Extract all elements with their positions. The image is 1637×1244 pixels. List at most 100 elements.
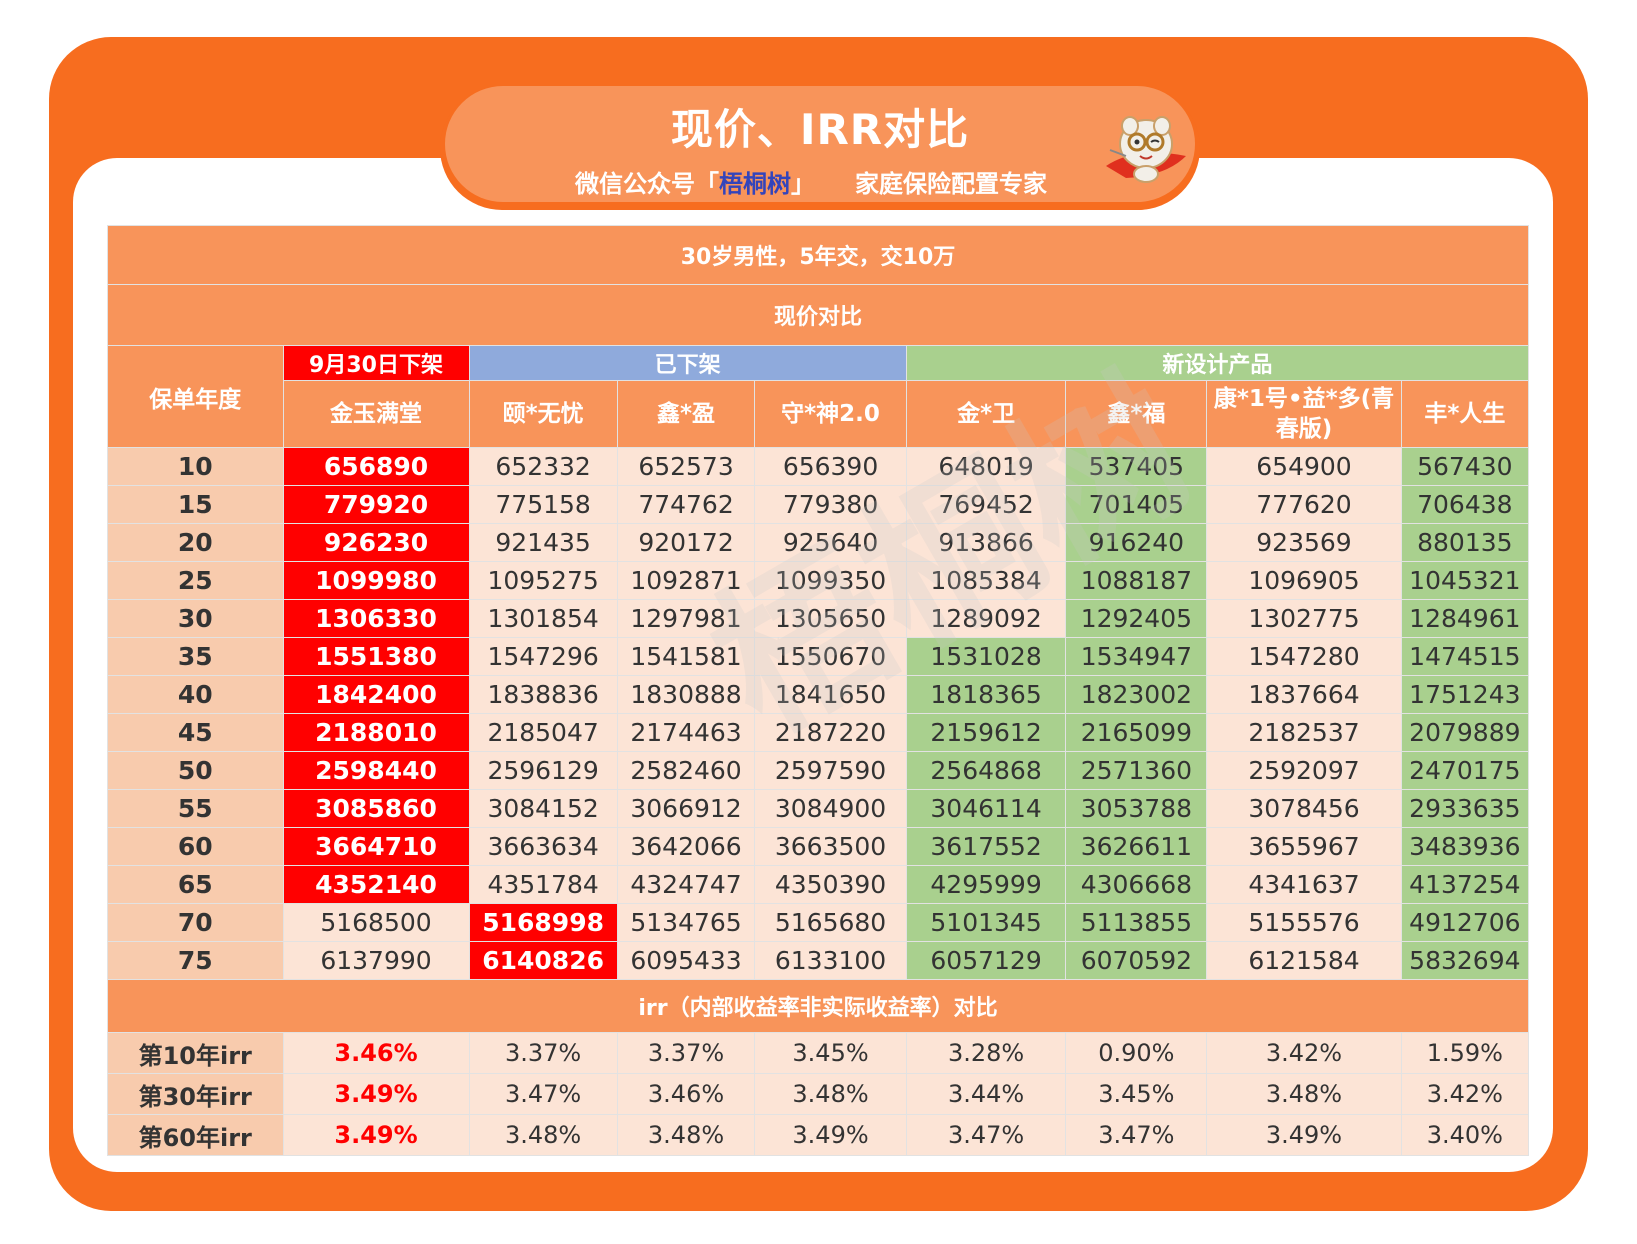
policy-year-cell: 40 [107, 675, 284, 714]
product-header: 金*卫 [905, 380, 1067, 448]
cash-value-cell: 779920 [282, 485, 470, 524]
cash-value-cell: 1823002 [1065, 675, 1208, 714]
irr-row: 第10年irr 3.46% 3.37% 3.37% 3.45% 3.28% 0.90% 3.4… [107, 1032, 1530, 1074]
cash-value-cell: 4352140 [282, 865, 470, 904]
cash-value-cell: 6133100 [754, 941, 907, 980]
cash-value-cell: 1085384 [905, 561, 1067, 600]
cash-value-cell: 3655967 [1206, 827, 1402, 866]
cash-value-cell: 3642066 [616, 827, 756, 866]
cash-value-cell: 537405 [1065, 447, 1208, 486]
irr-row: 第60年irr 3.49% 3.48% 3.48% 3.49% 3.47% 3.47% 3.4… [107, 1114, 1530, 1156]
cash-value-cell: 3084152 [468, 789, 618, 828]
group-delisted: 已下架 [468, 345, 907, 381]
cash-value-cell: 4912706 [1400, 903, 1530, 942]
policy-year-cell: 65 [107, 865, 284, 904]
irr-value-cell: 3.37% [468, 1032, 618, 1074]
cash-value-cell: 3046114 [905, 789, 1067, 828]
cash-value-cell: 1099350 [754, 561, 907, 600]
policy-year-header: 保单年度 [107, 345, 284, 448]
cash-value-cell: 923569 [1206, 523, 1402, 562]
policy-year-cell: 25 [107, 561, 284, 600]
policy-year-cell: 55 [107, 789, 284, 828]
cash-value-cell: 6095433 [616, 941, 756, 980]
cash-value-cell: 2174463 [616, 713, 756, 752]
cash-value-cell: 2598440 [282, 751, 470, 790]
irr-value-cell: 3.49% [1206, 1114, 1402, 1156]
cash-value-cell: 567430 [1400, 447, 1530, 486]
irr-value-cell: 3.49% [282, 1073, 470, 1115]
cash-value-cell: 1830888 [616, 675, 756, 714]
irr-value-cell: 3.47% [468, 1073, 618, 1115]
cash-value-cell: 4350390 [754, 865, 907, 904]
cash-value-cell: 2182537 [1206, 713, 1402, 752]
irr-value-cell: 3.42% [1400, 1073, 1530, 1115]
cash-value-cell: 1306330 [282, 599, 470, 638]
cash-value-cell: 4137254 [1400, 865, 1530, 904]
irr-value-cell: 3.37% [616, 1032, 756, 1074]
product-header: 鑫*盈 [616, 380, 756, 448]
table-row: 35 1551380 1547296 1541581 1550670 1531028 153… [107, 637, 1530, 676]
irr-value-cell: 3.45% [754, 1032, 907, 1074]
table-row: 15 779920 775158 774762 779380 769452 701405 77… [107, 485, 1530, 524]
cash-value-cell: 706438 [1400, 485, 1530, 524]
cash-value-cell: 3084900 [754, 789, 907, 828]
table-row: 70 5168500 5168998 5134765 5165680 5101345 511… [107, 903, 1530, 942]
cash-value-cell: 1751243 [1400, 675, 1530, 714]
cash-value-cell: 1547296 [468, 637, 618, 676]
irr-label-cell: 第30年irr [107, 1073, 284, 1115]
irr-section-header: irr（内部收益率非实际收益率）对比 [107, 979, 1529, 1033]
cash-value-cell: 2582460 [616, 751, 756, 790]
policy-year-cell: 45 [107, 713, 284, 752]
cash-value-cell: 5168998 [468, 903, 618, 942]
cash-value-cell: 656890 [282, 447, 470, 486]
cash-value-cell: 913866 [905, 523, 1067, 562]
cash-value-cell: 2596129 [468, 751, 618, 790]
policy-year-cell: 20 [107, 523, 284, 562]
cash-value-cell: 6121584 [1206, 941, 1402, 980]
irr-value-cell: 3.47% [905, 1114, 1067, 1156]
cash-value-cell: 656390 [754, 447, 907, 486]
cash-value-cell: 1531028 [905, 637, 1067, 676]
cash-value-cell: 5168500 [282, 903, 470, 942]
cash-value-cell: 916240 [1065, 523, 1208, 562]
irr-label-cell: 第60年irr [107, 1114, 284, 1156]
cash-value-cell: 3664710 [282, 827, 470, 866]
cash-value-cell: 1837664 [1206, 675, 1402, 714]
cash-value-section-header: 现价对比 [107, 284, 1529, 346]
policy-year-cell: 50 [107, 751, 284, 790]
cash-value-cell: 5832694 [1400, 941, 1530, 980]
cash-value-cell: 2185047 [468, 713, 618, 752]
cash-value-cell: 3078456 [1206, 789, 1402, 828]
table-row: 50 2598440 2596129 2582460 2597590 2564868 257… [107, 751, 1530, 790]
cash-value-cell: 2159612 [905, 713, 1067, 752]
cash-value-cell: 5155576 [1206, 903, 1402, 942]
irr-value-cell: 3.47% [1065, 1114, 1208, 1156]
cash-value-cell: 3663634 [468, 827, 618, 866]
cash-value-cell: 3663500 [754, 827, 907, 866]
cash-value-cell: 3053788 [1065, 789, 1208, 828]
cash-value-cell: 1842400 [282, 675, 470, 714]
cash-value-cell: 1551380 [282, 637, 470, 676]
cash-value-cell: 925640 [754, 523, 907, 562]
comparison-table: 30岁男性，5年交，交10万 现价对比 保单年度 9月30日下架 已下架 新设计… [107, 225, 1530, 1156]
table-row: 20 926230 921435 920172 925640 913866 916240 92… [107, 523, 1530, 562]
table-row: 65 4352140 4351784 4324747 4350390 4295999 430… [107, 865, 1530, 904]
irr-value-cell: 3.40% [1400, 1114, 1530, 1156]
table-row: 10 656890 652332 652573 656390 648019 537405 65… [107, 447, 1530, 486]
cash-value-cell: 3626611 [1065, 827, 1208, 866]
table-row: 30 1306330 1301854 1297981 1305650 1289092 129… [107, 599, 1530, 638]
irr-value-cell: 3.49% [282, 1114, 470, 1156]
product-header: 鑫*福 [1065, 380, 1208, 448]
irr-value-cell: 3.49% [754, 1114, 907, 1156]
policy-year-cell: 75 [107, 941, 284, 980]
cash-value-cell: 777620 [1206, 485, 1402, 524]
cash-value-cell: 3085860 [282, 789, 470, 828]
cash-value-cell: 5113855 [1065, 903, 1208, 942]
table-row: 75 6137990 6140826 6095433 6133100 6057129 607… [107, 941, 1530, 980]
irr-label-cell: 第10年irr [107, 1032, 284, 1074]
mascot-icon [1106, 116, 1186, 183]
cash-value-cell: 774762 [616, 485, 756, 524]
cash-value-cell: 1045321 [1400, 561, 1530, 600]
banner-subtitle: 微信公众号「梧桐树」 家庭保险配置专家 [575, 164, 1047, 199]
product-header: 颐*无忧 [468, 380, 618, 448]
